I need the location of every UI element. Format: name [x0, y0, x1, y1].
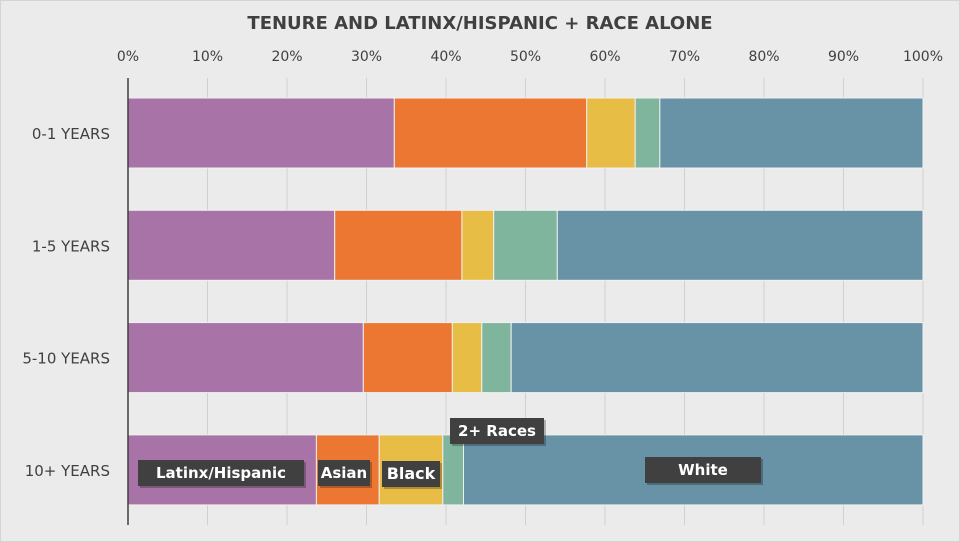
label-box — [138, 460, 304, 486]
label-box — [318, 460, 370, 486]
label-box — [382, 461, 440, 487]
category-label: 0-1 YEARS — [32, 125, 110, 143]
bar-segment — [481, 322, 512, 394]
x-tick-label: 100% — [903, 49, 943, 65]
x-tick-label: 50% — [510, 49, 541, 65]
x-tick-label: 0% — [117, 49, 139, 65]
category-label: 1-5 YEARS — [32, 237, 110, 255]
label-box — [450, 418, 544, 444]
label-text: 2+ Races — [458, 422, 536, 440]
series-label-2-races: 2+ Races — [450, 418, 546, 446]
label-box — [645, 457, 761, 483]
x-tick-label: 60% — [589, 49, 620, 65]
bar-segment — [127, 322, 364, 394]
category-label: 5-10 YEARS — [22, 350, 110, 368]
label-text: Black — [387, 464, 436, 483]
bar-segment — [586, 97, 636, 169]
bar-segment — [127, 97, 395, 169]
series-label-black: Black — [382, 461, 442, 489]
x-tick-label: 80% — [748, 49, 779, 65]
x-tick-label: 30% — [351, 49, 382, 65]
chart-title: TENURE AND LATINX/HISPANIC + RACE ALONE — [247, 13, 712, 34]
label-text: Asian — [321, 464, 367, 482]
bar-segment — [393, 97, 588, 169]
bar-segment — [556, 209, 924, 281]
label-text: White — [678, 461, 728, 479]
bar-segment — [510, 322, 924, 394]
x-tick-label: 10% — [192, 49, 223, 65]
series-label-white: White — [645, 457, 763, 485]
category-label: 10+ YEARS — [25, 462, 110, 480]
bar-segment — [461, 209, 495, 281]
series-label-asian: Asian — [318, 460, 372, 488]
bar-segment — [362, 322, 453, 394]
bar-segment — [334, 209, 463, 281]
x-tick-label: 90% — [828, 49, 859, 65]
x-tick-label: 70% — [669, 49, 700, 65]
bar-segment — [493, 209, 558, 281]
bar-segment — [127, 209, 336, 281]
bar-segment — [659, 97, 924, 169]
bar-segment — [634, 97, 661, 169]
label-text: Latinx/Hispanic — [156, 464, 286, 482]
x-tick-label: 20% — [271, 49, 302, 65]
series-label-latinx-hispanic: Latinx/Hispanic — [138, 460, 306, 488]
x-tick-label: 40% — [430, 49, 461, 65]
bar-segment — [451, 322, 483, 394]
